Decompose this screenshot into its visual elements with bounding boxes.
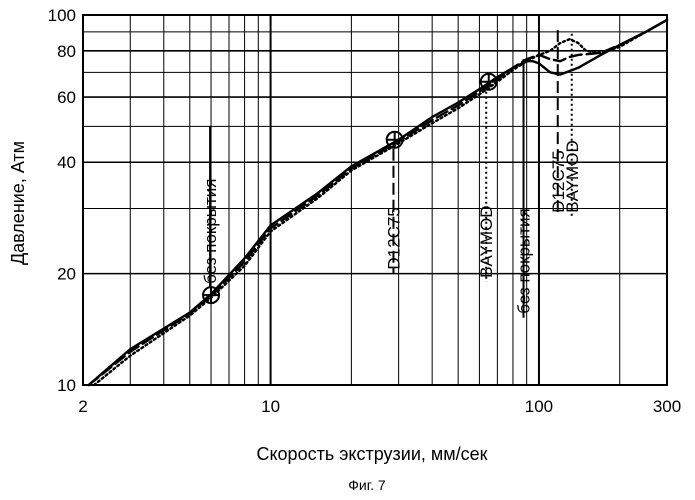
- y-tick-label: 80: [57, 42, 76, 61]
- annotation-label: D12C75: [385, 207, 404, 269]
- x-tick-label: 2: [78, 397, 87, 416]
- y-axis-label: Давление, Атм: [8, 141, 28, 265]
- y-tick-label: 100: [48, 6, 76, 25]
- annotation-label: BAYMOD: [477, 205, 496, 277]
- tick-labels: 2101003001020406080100: [48, 6, 682, 416]
- y-tick-label: 10: [57, 376, 76, 395]
- annotation-label: BAYMOD: [563, 140, 582, 212]
- annotation-label: без покрытия: [515, 208, 534, 313]
- annotation-label: без покрытия: [201, 178, 220, 283]
- y-tick-label: 20: [57, 265, 76, 284]
- figure-caption: Фиг. 7: [348, 477, 386, 493]
- y-tick-label: 60: [57, 88, 76, 107]
- x-tick-label: 10: [261, 397, 280, 416]
- y-tick-label: 40: [57, 153, 76, 172]
- x-tick-label: 300: [653, 397, 681, 416]
- x-axis-label: Скорость экструзии, мм/сек: [256, 444, 487, 464]
- x-tick-label: 100: [525, 397, 553, 416]
